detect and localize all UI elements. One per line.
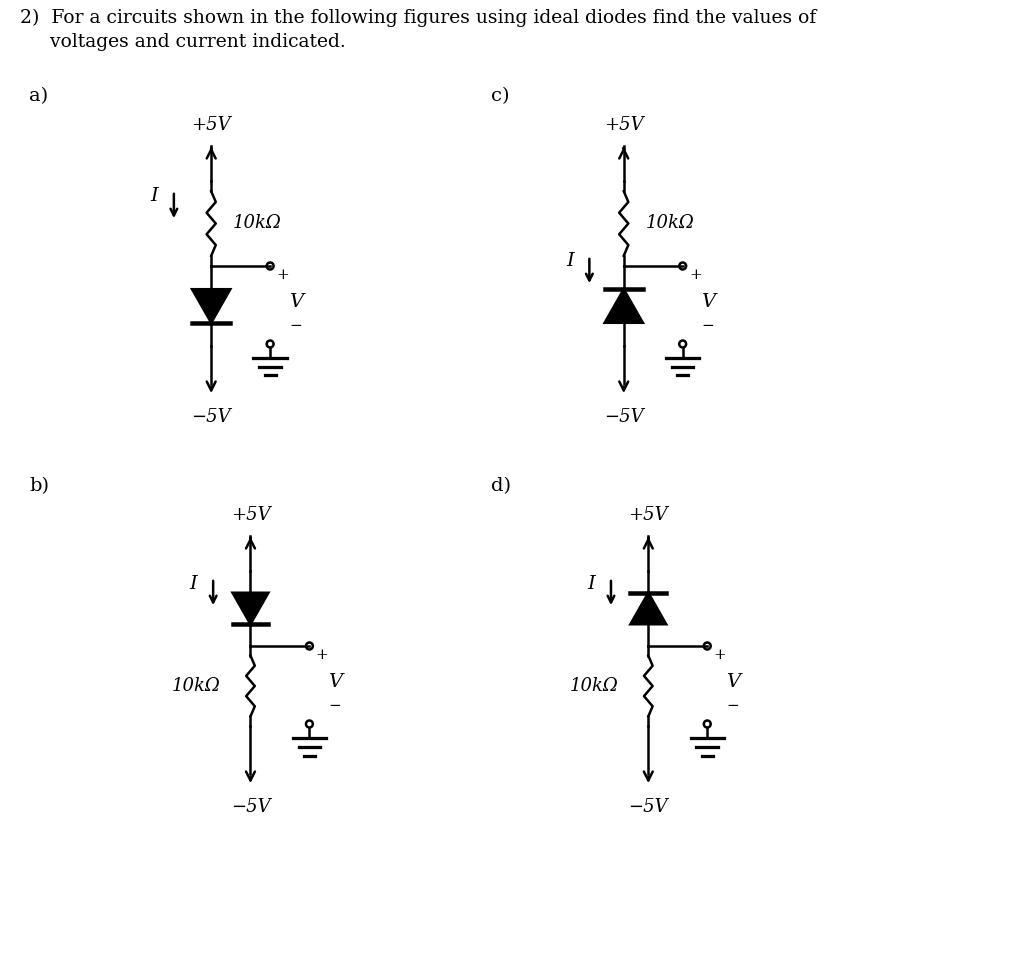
Polygon shape — [193, 290, 230, 323]
Text: +5V: +5V — [604, 116, 643, 134]
Text: 10kΩ: 10kΩ — [645, 214, 694, 232]
Text: V: V — [726, 673, 739, 691]
Text: +5V: +5V — [629, 506, 668, 524]
Text: +: + — [276, 268, 289, 282]
Text: +: + — [689, 268, 701, 282]
Text: −: − — [329, 699, 341, 713]
Text: +5V: +5V — [230, 506, 270, 524]
Text: 2)  For a circuits shown in the following figures using ideal diodes find the va: 2) For a circuits shown in the following… — [19, 9, 816, 27]
Text: −5V: −5V — [629, 798, 668, 816]
Text: I: I — [588, 575, 595, 593]
Text: 10kΩ: 10kΩ — [232, 214, 282, 232]
Text: I: I — [566, 252, 573, 270]
Text: voltages and current indicated.: voltages and current indicated. — [19, 33, 345, 51]
Text: b): b) — [30, 477, 49, 495]
Text: −: − — [701, 319, 715, 333]
Text: c): c) — [492, 87, 510, 105]
Text: +5V: +5V — [191, 116, 231, 134]
Text: V: V — [701, 293, 716, 311]
Text: I: I — [151, 187, 158, 205]
Text: 10kΩ: 10kΩ — [569, 677, 618, 695]
Text: −5V: −5V — [230, 798, 270, 816]
Text: −5V: −5V — [604, 408, 643, 426]
Text: d): d) — [492, 477, 511, 495]
Text: a): a) — [30, 87, 48, 105]
Text: V: V — [328, 673, 342, 691]
Text: I: I — [189, 575, 198, 593]
Polygon shape — [232, 593, 268, 624]
Text: +: + — [315, 648, 329, 662]
Text: −5V: −5V — [191, 408, 231, 426]
Text: V: V — [289, 293, 303, 311]
Polygon shape — [604, 290, 643, 323]
Text: −: − — [290, 319, 302, 333]
Polygon shape — [631, 593, 667, 624]
Text: +: + — [714, 648, 726, 662]
Text: −: − — [726, 699, 739, 713]
Text: 10kΩ: 10kΩ — [172, 677, 220, 695]
